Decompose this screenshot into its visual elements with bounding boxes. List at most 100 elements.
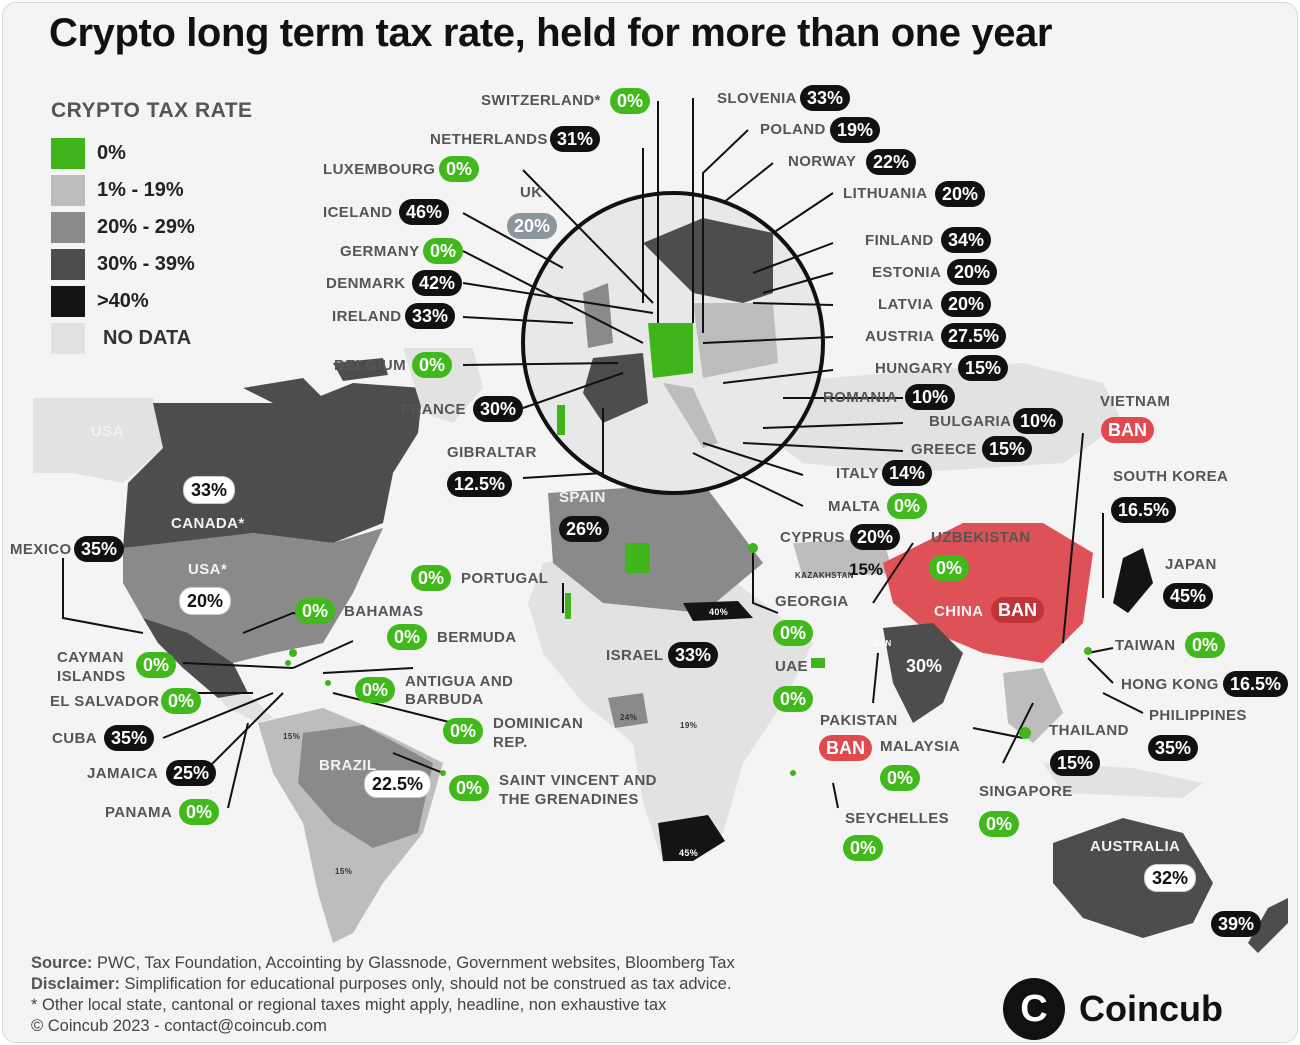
country-label-netherlands: NETHERLANDS bbox=[430, 131, 548, 148]
rate-pill-germany: 0% bbox=[423, 238, 464, 264]
island-markers bbox=[285, 405, 1092, 776]
legend-label: 0% bbox=[97, 142, 126, 164]
country-label-finland: FINLAND bbox=[865, 232, 934, 249]
footer-source: Source: PWC, Tax Foundation, Accointing … bbox=[31, 953, 735, 974]
legend-swatch bbox=[51, 212, 85, 243]
country-label-thailand: THAILAND bbox=[1049, 722, 1129, 739]
coincub-logo-icon: C bbox=[1003, 978, 1065, 1040]
zoom-germany bbox=[648, 323, 693, 378]
country-label-bermuda: BERMUDA bbox=[437, 629, 517, 646]
rate-pill-poland: 19% bbox=[830, 117, 881, 143]
rate-pill-estonia: 20% bbox=[947, 259, 998, 285]
rate-pill-portugal: 0% bbox=[411, 565, 452, 591]
country-label-saint-vincent: SAINT VINCENT AND THE GRENADINES bbox=[499, 772, 657, 808]
rate-pill-pakistan: BAN bbox=[819, 735, 872, 761]
country-label-italy: ITALY bbox=[836, 465, 879, 482]
country-label-dominican-rep: DOMINICAN REP. bbox=[493, 715, 584, 751]
rate-pill-belgium: 0% bbox=[412, 352, 453, 378]
rate-label-india: 30% bbox=[899, 653, 950, 679]
rate-pill-denmark: 42% bbox=[412, 270, 463, 296]
country-label-hungary: HUNGARY bbox=[875, 360, 954, 377]
south-africa-shape bbox=[658, 815, 725, 861]
legend-swatch bbox=[51, 249, 85, 280]
country-label-seychelles: SEYCHELLES bbox=[845, 810, 950, 827]
legend-swatch bbox=[51, 323, 85, 354]
country-label-latvia: LATVIA bbox=[878, 296, 934, 313]
country-label-kazakhstan: KAZAKHSTAN bbox=[795, 571, 854, 580]
rate-pill-norway: 22% bbox=[866, 149, 917, 175]
rate-pill-hong-kong: 16.5% bbox=[1223, 671, 1289, 697]
rate-pill-cyprus: 20% bbox=[850, 524, 901, 550]
mexico-shape bbox=[143, 618, 248, 698]
rate-pill-malaysia: 0% bbox=[880, 765, 921, 791]
country-label-estonia: ESTONIA bbox=[872, 264, 942, 281]
zoom-scandinavia bbox=[643, 218, 773, 303]
alaska-shape bbox=[33, 398, 163, 483]
rate-pill-south-korea: 16.5% bbox=[1111, 497, 1177, 523]
world-map bbox=[33, 98, 1288, 953]
footer-source-label: Source: bbox=[31, 954, 93, 972]
rate-pill-luxembourg: 0% bbox=[439, 156, 480, 182]
leader-lines bbox=[62, 98, 1144, 809]
country-label-singapore: SINGAPORE bbox=[979, 783, 1073, 800]
country-label-vietnam: VIETNAM bbox=[1100, 393, 1171, 410]
country-label-pakistan: PAKISTAN bbox=[820, 712, 898, 729]
rate-pill-gibraltar: 12.5% bbox=[447, 471, 513, 497]
country-label-gibraltar: GIBRALTAR bbox=[447, 444, 537, 461]
country-label-malaysia: MALAYSIA bbox=[880, 738, 961, 755]
africa-shape bbox=[528, 548, 813, 863]
rate-pill-jamaica: 25% bbox=[166, 760, 217, 786]
legend-item: NO DATA bbox=[51, 320, 253, 357]
canada-north-islands bbox=[243, 358, 388, 408]
rate-pill-italy: 14% bbox=[882, 460, 933, 486]
legend-item: 20% - 29% bbox=[51, 209, 253, 246]
country-label-cayman-islands: CAYMAN ISLANDS bbox=[57, 648, 127, 686]
country-label-hong-kong: HONG KONG bbox=[1121, 676, 1219, 693]
rate-pill-israel: 33% bbox=[668, 642, 719, 668]
footer-disclaimer: Disclaimer: Simplification for education… bbox=[31, 974, 735, 995]
rate-pill-lithuania: 20% bbox=[935, 181, 986, 207]
rate-pill-cayman-islands: 0% bbox=[136, 652, 177, 678]
australia-shape bbox=[1053, 818, 1213, 938]
country-label-antigua: ANTIGUA AND BARBUDA bbox=[405, 673, 514, 708]
rate-pill-ireland: 33% bbox=[405, 303, 456, 329]
legend-label: NO DATA bbox=[103, 327, 192, 349]
rate-pill-georgia: 0% bbox=[773, 620, 814, 646]
legend-item: >40% bbox=[51, 283, 253, 320]
rate-pill-dominican-rep: 0% bbox=[443, 718, 484, 744]
rate-pill-latvia: 20% bbox=[941, 291, 992, 317]
rate-pill-canada: 33% bbox=[183, 476, 236, 504]
rate-pill-mexico: 35% bbox=[74, 536, 125, 562]
country-label-cayman-islands-text: CAYMAN ISLANDS bbox=[57, 649, 126, 685]
country-label-slovenia: SLOVENIA bbox=[717, 90, 797, 107]
country-label-georgia: GEORGIA bbox=[775, 593, 849, 610]
country-label-israel: ISRAEL bbox=[606, 647, 664, 664]
rate-pill-bulgaria: 10% bbox=[1013, 408, 1064, 434]
rate-pill-austria: 27.5% bbox=[941, 323, 1007, 349]
legend-title: CRYPTO TAX RATE bbox=[51, 99, 253, 122]
country-label-uk: UK bbox=[520, 184, 543, 201]
country-label-japan: JAPAN bbox=[1165, 556, 1217, 573]
legend-swatch bbox=[51, 138, 85, 169]
country-label-romania: ROMANIA bbox=[823, 389, 898, 406]
nigeria-shape bbox=[608, 693, 648, 728]
rate-pill-antigua: 0% bbox=[355, 677, 396, 703]
rate-label-turkey: 40% bbox=[709, 607, 729, 617]
rate-pill-singapore: 0% bbox=[979, 811, 1020, 837]
country-label-cyprus: CYPRUS bbox=[780, 529, 845, 546]
rate-pill-slovenia: 33% bbox=[800, 85, 851, 111]
country-label-bahamas: BAHAMAS bbox=[344, 603, 424, 620]
country-label-germany: GERMANY bbox=[340, 243, 420, 260]
country-label-france: FRANCE bbox=[401, 401, 466, 418]
page-title: Crypto long term tax rate, held for more… bbox=[49, 11, 1053, 55]
legend: CRYPTO TAX RATE 0% 1% - 19% 20% - 29% 30… bbox=[51, 99, 253, 357]
legend-swatch bbox=[51, 175, 85, 206]
legend-label: 1% - 19% bbox=[97, 179, 184, 201]
rate-pill-vietnam: BAN bbox=[1101, 417, 1154, 443]
rate-pill-philippines: 35% bbox=[1148, 735, 1199, 761]
canada-shape bbox=[123, 383, 423, 548]
country-label-mexico: MEXICO bbox=[10, 541, 72, 558]
turkey-shape bbox=[683, 601, 753, 621]
country-label-panama: PANAMA bbox=[105, 804, 173, 821]
